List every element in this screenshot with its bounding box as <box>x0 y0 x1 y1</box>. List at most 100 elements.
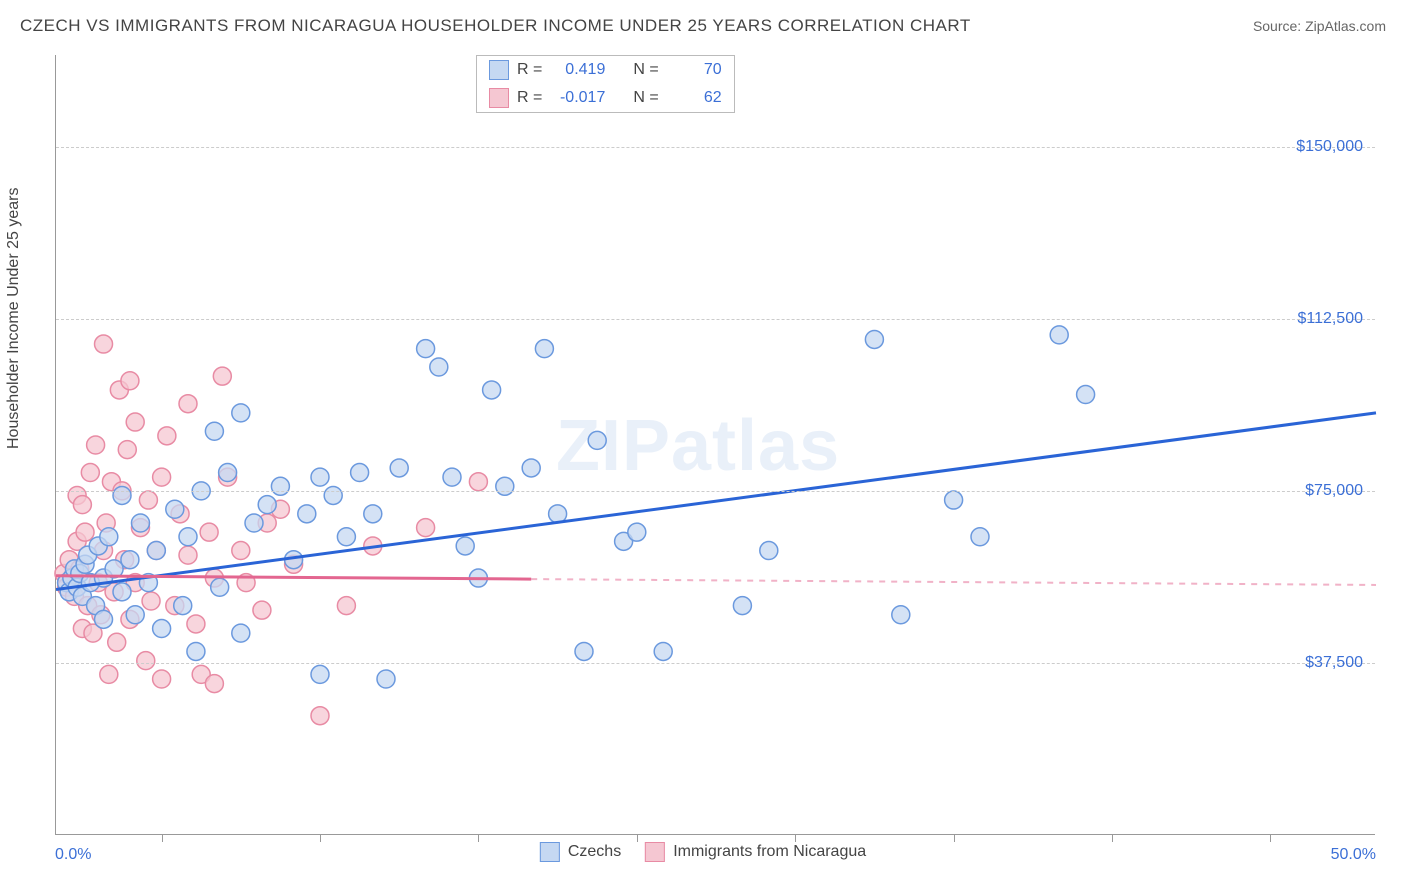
data-point <box>588 431 606 449</box>
data-point <box>179 546 197 564</box>
data-point <box>232 624 250 642</box>
data-point <box>733 597 751 615</box>
data-point <box>351 464 369 482</box>
r-label: R = <box>517 89 542 107</box>
data-point <box>417 519 435 537</box>
data-point <box>430 358 448 376</box>
data-point <box>100 665 118 683</box>
data-point <box>311 707 329 725</box>
data-point <box>337 528 355 546</box>
data-point <box>113 583 131 601</box>
x-tick <box>320 834 321 842</box>
data-point <box>153 620 171 638</box>
n-label: N = <box>633 61 658 79</box>
n-value-czechs: 70 <box>667 61 722 79</box>
n-label: N = <box>633 89 658 107</box>
data-point <box>118 441 136 459</box>
n-value-nicaragua: 62 <box>667 89 722 107</box>
data-point <box>892 606 910 624</box>
data-point <box>108 633 126 651</box>
chart-title: CZECH VS IMMIGRANTS FROM NICARAGUA HOUSE… <box>20 16 971 36</box>
data-point <box>483 381 501 399</box>
data-point <box>390 459 408 477</box>
data-point <box>469 473 487 491</box>
legend-row-czechs: R = 0.419 N = 70 <box>477 56 734 84</box>
legend-item-czechs: Czechs <box>540 842 621 862</box>
data-point <box>971 528 989 546</box>
y-axis-label: Householder Income Under 25 years <box>5 188 23 449</box>
data-point <box>113 486 131 504</box>
data-point <box>153 670 171 688</box>
grid-line <box>56 663 1375 664</box>
data-point <box>179 528 197 546</box>
scatter-plot-svg <box>56 55 1375 834</box>
chart-plot-area: ZIPatlas R = 0.419 N = 70 R = -0.017 N =… <box>55 55 1375 835</box>
x-axis-start-label: 0.0% <box>55 846 91 864</box>
trend-line-extrapolated <box>531 579 1376 585</box>
x-axis-end-label: 50.0% <box>1331 846 1376 864</box>
legend-item-nicaragua: Immigrants from Nicaragua <box>645 842 866 862</box>
data-point <box>153 468 171 486</box>
data-point <box>253 601 271 619</box>
data-point <box>417 340 435 358</box>
swatch-czechs <box>540 842 560 862</box>
trend-line <box>56 413 1376 590</box>
data-point <box>73 496 91 514</box>
data-point <box>205 675 223 693</box>
data-point <box>121 372 139 390</box>
data-point <box>76 523 94 541</box>
data-point <box>126 413 144 431</box>
data-point <box>174 597 192 615</box>
data-point <box>232 542 250 560</box>
x-tick <box>1112 834 1113 842</box>
data-point <box>219 464 237 482</box>
x-tick <box>954 834 955 842</box>
data-point <box>628 523 646 541</box>
data-point <box>865 330 883 348</box>
data-point <box>271 477 289 495</box>
data-point <box>377 670 395 688</box>
data-point <box>87 436 105 454</box>
data-point <box>100 528 118 546</box>
legend-label-nicaragua: Immigrants from Nicaragua <box>673 843 866 861</box>
data-point <box>158 427 176 445</box>
data-point <box>166 500 184 518</box>
data-point <box>364 505 382 523</box>
data-point <box>522 459 540 477</box>
y-tick-label: $75,000 <box>1305 482 1363 500</box>
data-point <box>232 404 250 422</box>
data-point <box>535 340 553 358</box>
data-point <box>575 642 593 660</box>
data-point <box>142 592 160 610</box>
grid-line <box>56 319 1375 320</box>
data-point <box>258 496 276 514</box>
y-tick-label: $150,000 <box>1296 138 1363 156</box>
x-tick <box>795 834 796 842</box>
data-point <box>139 491 157 509</box>
data-point <box>1077 386 1095 404</box>
data-point <box>311 665 329 683</box>
data-point <box>443 468 461 486</box>
data-point <box>760 542 778 560</box>
data-point <box>496 477 514 495</box>
correlation-legend: R = 0.419 N = 70 R = -0.017 N = 62 <box>476 55 735 113</box>
r-value-czechs: 0.419 <box>550 61 605 79</box>
data-point <box>137 652 155 670</box>
data-point <box>131 514 149 532</box>
swatch-nicaragua <box>489 88 509 108</box>
data-point <box>337 597 355 615</box>
r-label: R = <box>517 61 542 79</box>
data-point <box>147 542 165 560</box>
data-point <box>211 578 229 596</box>
data-point <box>298 505 316 523</box>
data-point <box>245 514 263 532</box>
data-point <box>187 642 205 660</box>
data-point <box>200 523 218 541</box>
data-point <box>179 395 197 413</box>
data-point <box>945 491 963 509</box>
x-tick <box>1270 834 1271 842</box>
x-tick <box>478 834 479 842</box>
data-point <box>126 606 144 624</box>
data-point <box>1050 326 1068 344</box>
y-tick-label: $37,500 <box>1305 654 1363 672</box>
